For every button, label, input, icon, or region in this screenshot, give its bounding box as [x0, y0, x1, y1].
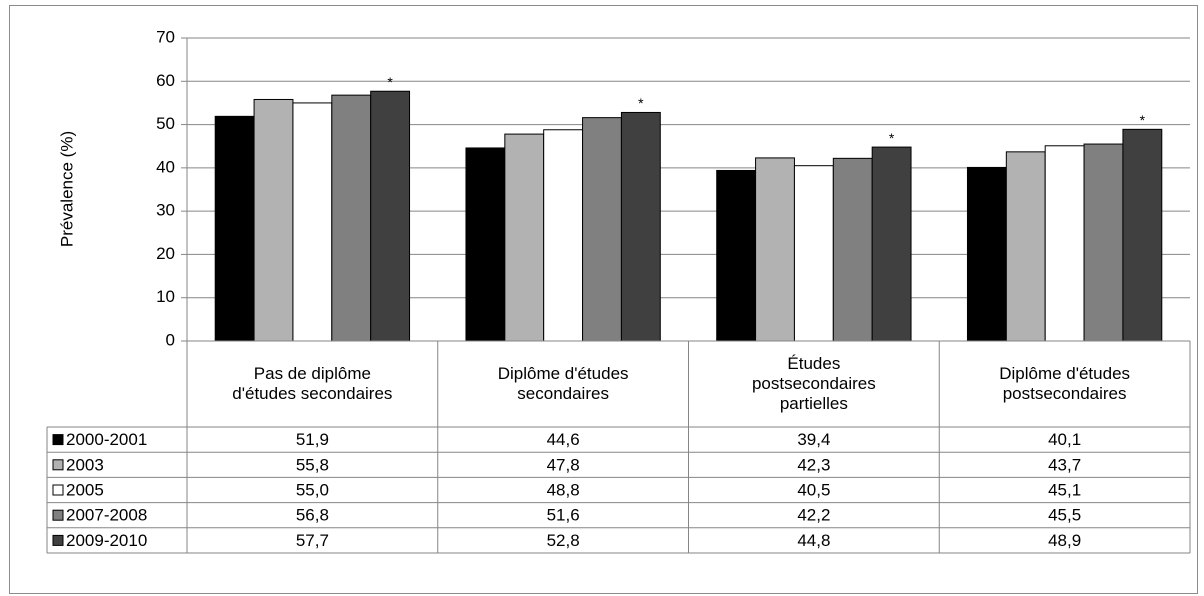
category-label: Études postsecondaires partielles: [751, 354, 876, 413]
significance-label: *: [1140, 112, 1146, 128]
table-value: 48,8: [547, 480, 580, 499]
table-value: 48,9: [1048, 531, 1081, 550]
bar: [331, 94, 372, 342]
legend-label: 2009-2010: [66, 531, 147, 550]
frame: [9, 5, 1198, 594]
table-value: 45,5: [1048, 506, 1081, 525]
table-value: 55,0: [296, 480, 329, 499]
legend-swatch: [52, 509, 64, 521]
table-value: 57,7: [296, 531, 329, 550]
bar: [465, 147, 506, 342]
table-value: 45,1: [1048, 480, 1081, 499]
bar: [1083, 143, 1124, 342]
bar: [966, 166, 1007, 342]
table-value: 55,8: [296, 455, 329, 474]
table-value: 42,2: [797, 506, 830, 525]
y-tick-label: 0: [166, 330, 175, 349]
bar: [793, 165, 834, 342]
bar: [1005, 151, 1046, 342]
legend-swatch: [52, 459, 64, 471]
bar: [543, 129, 584, 342]
bar: [1044, 145, 1085, 342]
bar: [504, 133, 545, 342]
bar: [832, 157, 873, 342]
legend-swatch: [52, 534, 64, 546]
table-value: 40,1: [1048, 430, 1081, 449]
category-label: Pas de diplôme d'études secondaires: [232, 364, 393, 403]
bar: [214, 115, 255, 342]
legend-swatch: [52, 484, 64, 496]
legend-label: 2003: [66, 455, 104, 474]
bar: [253, 98, 294, 342]
legend-label: 2005: [66, 480, 104, 499]
table-value: 52,8: [547, 531, 580, 550]
legend-swatch: [52, 434, 64, 446]
bar: [370, 90, 411, 342]
y-tick-label: 70: [156, 27, 175, 46]
table-value: 42,3: [797, 455, 830, 474]
bar: [1122, 128, 1163, 342]
bar: [716, 169, 757, 342]
legend-label: 2007-2008: [66, 506, 147, 525]
bar: [620, 111, 661, 342]
y-tick-label: 30: [156, 201, 175, 220]
category-label: Diplôme d'études secondaires: [497, 364, 629, 403]
y-tick-label: 50: [156, 114, 175, 133]
bar: [582, 117, 622, 342]
y-axis-label: Prévalence (%): [57, 131, 76, 247]
y-tick-label: 10: [156, 287, 175, 306]
table-value: 44,6: [547, 430, 580, 449]
table-value: 56,8: [296, 506, 329, 525]
table-value: 44,8: [797, 531, 830, 550]
bar: [871, 146, 912, 342]
significance-label: *: [889, 130, 895, 146]
y-tick-label: 60: [156, 71, 175, 90]
y-tick-label: 20: [156, 244, 175, 263]
table-value: 39,4: [797, 430, 830, 449]
y-tick-label: 40: [156, 157, 175, 176]
significance-label: *: [638, 95, 644, 111]
bar: [292, 102, 333, 342]
table-value: 51,9: [296, 430, 329, 449]
category-label: Diplôme d'études postsecondaires: [999, 364, 1131, 403]
significance-label: *: [387, 74, 393, 90]
table-value: 40,5: [797, 480, 830, 499]
table-value: 43,7: [1048, 455, 1081, 474]
table-value: 51,6: [547, 506, 580, 525]
table-value: 47,8: [547, 455, 580, 474]
bar: [755, 157, 795, 342]
legend-label: 2000-2001: [66, 430, 147, 449]
